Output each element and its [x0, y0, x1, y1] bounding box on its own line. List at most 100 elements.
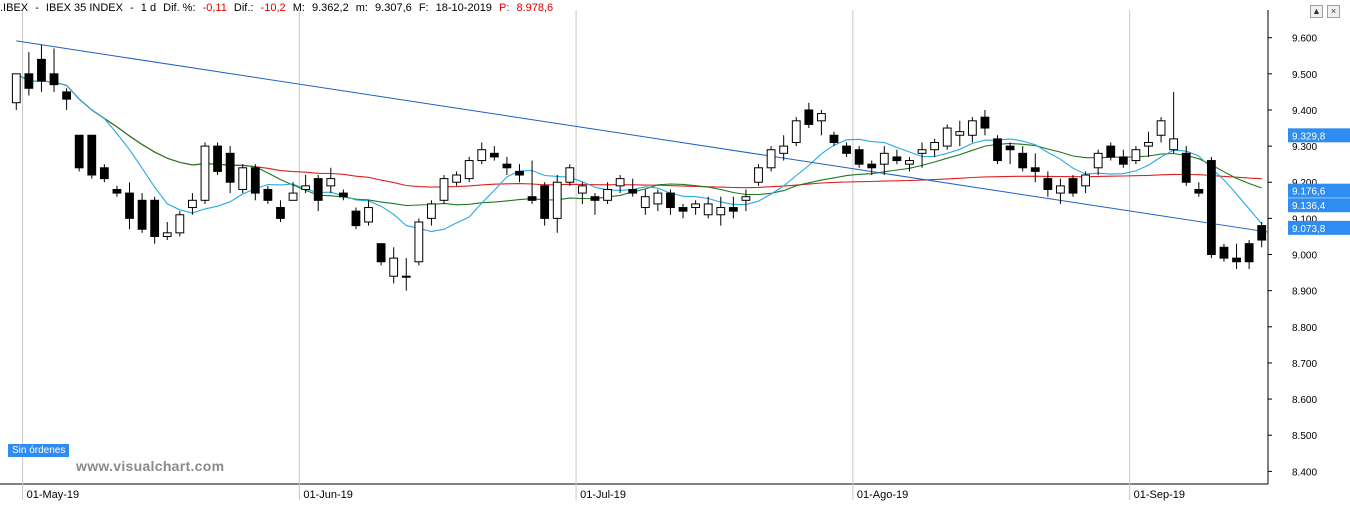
y-tick-label: 9.600 [1292, 34, 1317, 45]
dif-label: Dif.: [233, 2, 254, 14]
candle-body [1144, 141, 1153, 147]
candle-body [980, 116, 990, 129]
candle-body [162, 232, 172, 237]
min-label: m: [355, 2, 368, 14]
candle-body [62, 91, 72, 100]
candle-body [628, 188, 638, 194]
candle-body [1106, 145, 1116, 158]
candle-body [389, 257, 399, 277]
arrow-up-icon[interactable]: ▲ [1310, 5, 1323, 18]
candle-body [1156, 120, 1166, 136]
value-label-bg [1288, 198, 1350, 213]
candle-body [728, 207, 738, 212]
candle-body [276, 207, 285, 219]
candle-body [540, 185, 550, 219]
grid-layer [0, 10, 1269, 500]
candle-body [1181, 152, 1191, 183]
indicator-lines-layer [16, 40, 1269, 233]
candle-body [678, 207, 688, 212]
candle-body [452, 174, 461, 183]
candle-body [213, 145, 222, 172]
candle-body [565, 167, 575, 183]
candle-body [1131, 149, 1141, 162]
ma-mid-line [16, 73, 1262, 207]
candle-body [779, 145, 789, 154]
x-tick-label: 01-May-19 [27, 489, 80, 501]
candle-body [527, 196, 537, 201]
candle-body [489, 152, 499, 158]
dif-value: -10,2 [260, 2, 286, 14]
candle-body [1257, 225, 1267, 241]
candle-body [892, 156, 902, 162]
candle-body [301, 185, 311, 190]
candle-body [993, 138, 1002, 162]
y-tick-label: 8.600 [1292, 395, 1317, 406]
candle-body [414, 221, 424, 263]
candle-body [250, 167, 260, 194]
candle-body [955, 131, 965, 136]
candle-body [112, 188, 122, 194]
ma-fast-line [16, 73, 1263, 233]
x-tick-label: 01-Jul-19 [580, 489, 626, 501]
candle-body [1194, 188, 1204, 194]
candle-body [1206, 160, 1216, 256]
candle-body [615, 178, 625, 187]
y-tick-label: 8.800 [1292, 323, 1317, 334]
candle-body [930, 141, 940, 151]
candle-body [879, 152, 889, 165]
candle-body [754, 167, 763, 183]
x-tick-label: 01-Jun-19 [303, 489, 353, 501]
candle-body [1081, 174, 1090, 187]
y-tick-label: 9.500 [1292, 70, 1317, 81]
close-icon[interactable]: × [1327, 5, 1340, 18]
y-tick-label: 8.700 [1292, 359, 1317, 370]
value-label-bg [1288, 183, 1350, 198]
candle-body [741, 196, 751, 201]
candle-body [1056, 185, 1065, 194]
x-tick-label: 01-Sep-19 [1134, 489, 1185, 501]
value-label: 9.329,8 [1292, 131, 1326, 142]
date-label: F: [418, 2, 429, 14]
candle-body [1118, 156, 1128, 165]
candle-body [942, 127, 952, 147]
symbol-separator: - [35, 2, 39, 14]
watermark: www.visualchart.com [76, 458, 225, 474]
candle-body [716, 207, 726, 216]
y-tick-label: 8.900 [1292, 287, 1317, 298]
candle-body [817, 113, 826, 122]
candle-body [351, 210, 361, 227]
candle-body [1030, 167, 1040, 172]
candle-body [1043, 178, 1053, 190]
period: 1 d [140, 2, 157, 14]
candle-body [49, 73, 59, 86]
candle-body [364, 207, 373, 223]
axis-layer: 9.6009.5009.4009.3009.2009.1009.0008.900… [27, 34, 1350, 501]
candle-body [24, 73, 34, 89]
dif-pct-value: -0,11 [202, 2, 227, 14]
y-tick-label: 8.400 [1292, 467, 1317, 478]
candle-body [225, 152, 235, 183]
candle-body [188, 199, 197, 209]
candle-body [1005, 145, 1015, 151]
candle-body [401, 275, 411, 278]
candle-body [653, 192, 663, 205]
candle-body [137, 199, 147, 230]
candle-body [288, 192, 298, 201]
candle-body [502, 163, 512, 169]
candle-body [1169, 138, 1179, 151]
candle-body [150, 199, 160, 237]
x-tick-label: 01-Ago-19 [857, 489, 908, 501]
candle-body [791, 120, 801, 143]
candle-body [967, 120, 977, 136]
candle-body [552, 181, 562, 219]
candle-body [766, 149, 776, 169]
candle-body [313, 178, 323, 201]
prev-value: 8.978,6 [516, 2, 554, 14]
orders-badge[interactable]: Sin órdenes [8, 444, 70, 457]
candle-body [1244, 243, 1254, 263]
candle-body [464, 160, 474, 180]
candle-body [666, 192, 675, 209]
candle-body [87, 134, 97, 176]
